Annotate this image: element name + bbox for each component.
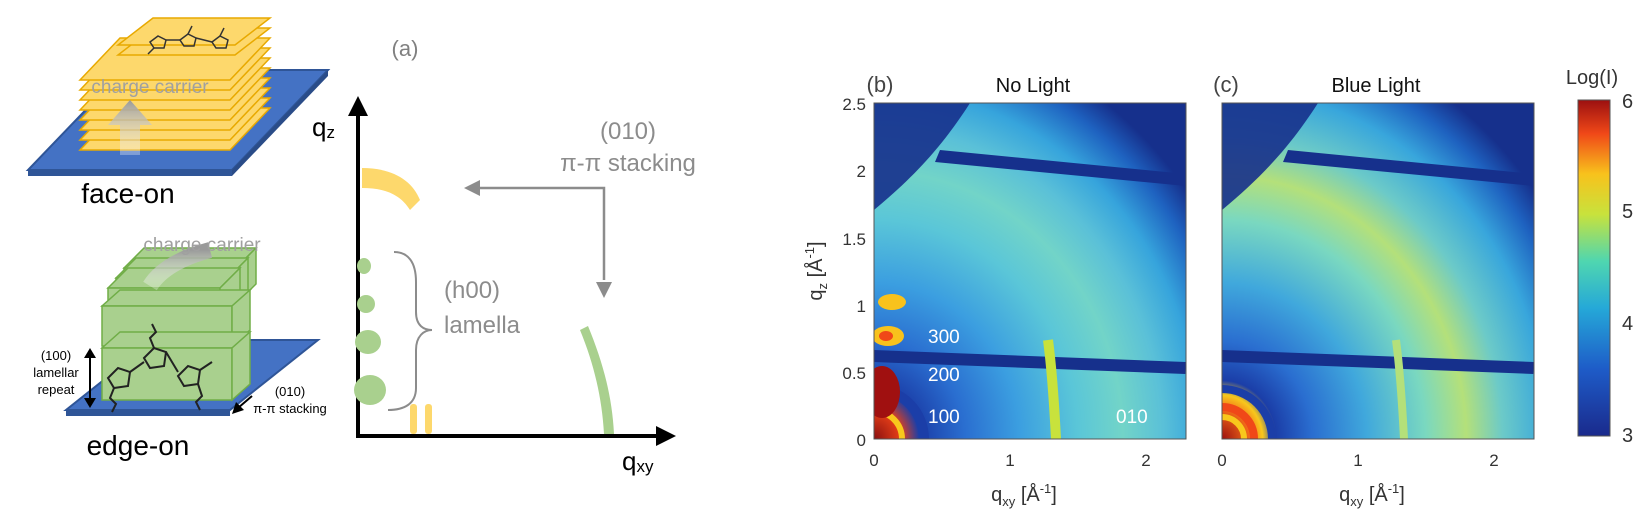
anno-010-1: (010) [600,118,656,145]
qz-axis-arrowhead [348,96,368,116]
face-on-010-arc [362,168,420,210]
y-tick-2.5: 2.5 [842,95,866,114]
edge-carrier-arrow-icon [143,242,213,291]
peak-label-300: 300 [928,327,960,348]
y-tick-0.5: 0.5 [842,364,866,383]
edge-on-caption: edge-on [87,430,190,461]
panel-b-title: No Light [996,75,1071,97]
x-tick-2-c: 2 [1489,451,1498,470]
qspace-sketch: (a) qz qxy (010) π-π stacking (h00) lame… [312,36,696,476]
lamella-spots [354,258,386,405]
x-axis-b: 0 1 2 [869,451,1150,470]
x-axis-label-b: qxy [Å-1] [991,481,1057,509]
cbar-tick-3: 3 [1622,425,1633,447]
x-axis-label-c: qxy [Å-1] [1339,481,1405,509]
peak-label-200: 200 [928,365,960,386]
qxy-axis-arrowhead [656,426,676,446]
pi-label-1: (010) [275,384,305,399]
x-axis-c: 0 1 2 [1217,451,1498,470]
panel-c-label: (c) [1213,72,1239,97]
polymer-chain-icon [106,323,213,413]
h00-brace [387,251,433,411]
panel-c-title: Blue Light [1332,75,1421,97]
cbar-tick-6: 6 [1622,91,1633,113]
x-tick-0-c: 0 [1217,451,1226,470]
molecule-icon [147,25,229,55]
qxy-axis-label: qxy [622,446,654,476]
y-tick-2: 2 [857,162,866,181]
giwaxs-no-light: (b) No Light 300 200 100 010 0 0.5 1 1.5 [802,72,1187,509]
edge-on-carrier-label: charge carrier [143,235,261,256]
x-tick-1-b: 1 [1005,451,1014,470]
detector-gap-mid-b [874,350,1186,374]
y-axis-b: 0 0.5 1 1.5 2 2.5 [842,95,866,450]
edge-on-010-arc [580,326,614,434]
detector-gap-top-c [1283,150,1534,186]
face-on-caption: face-on [81,178,174,209]
x-tick-0-b: 0 [869,451,878,470]
x-tick-2-b: 2 [1141,451,1150,470]
face-on-carrier-label: charge carrier [91,77,209,98]
colorbar: Log(I) 3 4 5 6 [1566,67,1633,447]
cbar-tick-5: 5 [1622,201,1633,223]
peak-label-010: 010 [1116,407,1148,428]
x-tick-1-c: 1 [1353,451,1362,470]
giwaxs-blue-light: (c) Blue Light 0 1 2 qxy [Å-1] [1213,72,1535,509]
pi-label-2: π-π stacking [253,401,327,416]
colorbar-label: Log(I) [1566,67,1618,89]
detector-gap-top-b [935,150,1186,186]
peak-label-100: 100 [928,407,960,428]
colorbar-gradient [1577,99,1611,437]
lamellar-label-1: (100) [41,348,71,363]
edge-on-schematic: charge carrier (100) lamellar repeat (01… [33,235,327,461]
anno-h00-2: lamella [444,312,521,339]
lamellar-label-3: repeat [38,382,75,397]
anno-010-2: π-π stacking [560,150,696,177]
cbar-tick-4: 4 [1622,313,1633,335]
y-tick-1.5: 1.5 [842,230,866,249]
detector-gap-mid-c [1222,350,1534,374]
y-tick-1: 1 [857,297,866,316]
anno-h00-1: (h00) [444,277,500,304]
y-tick-0: 0 [857,431,866,450]
qz-axis-label: qz [312,112,335,142]
lamellar-label-2: lamellar [33,365,79,380]
face-on-schematic: charge carrier face-on [25,17,331,209]
panel-a-label: (a) [392,36,419,61]
charge-carrier-arrow-icon [108,100,152,155]
panel-b-label: (b) [867,72,894,97]
y-axis-label-b: qz [Å-1] [802,241,830,300]
